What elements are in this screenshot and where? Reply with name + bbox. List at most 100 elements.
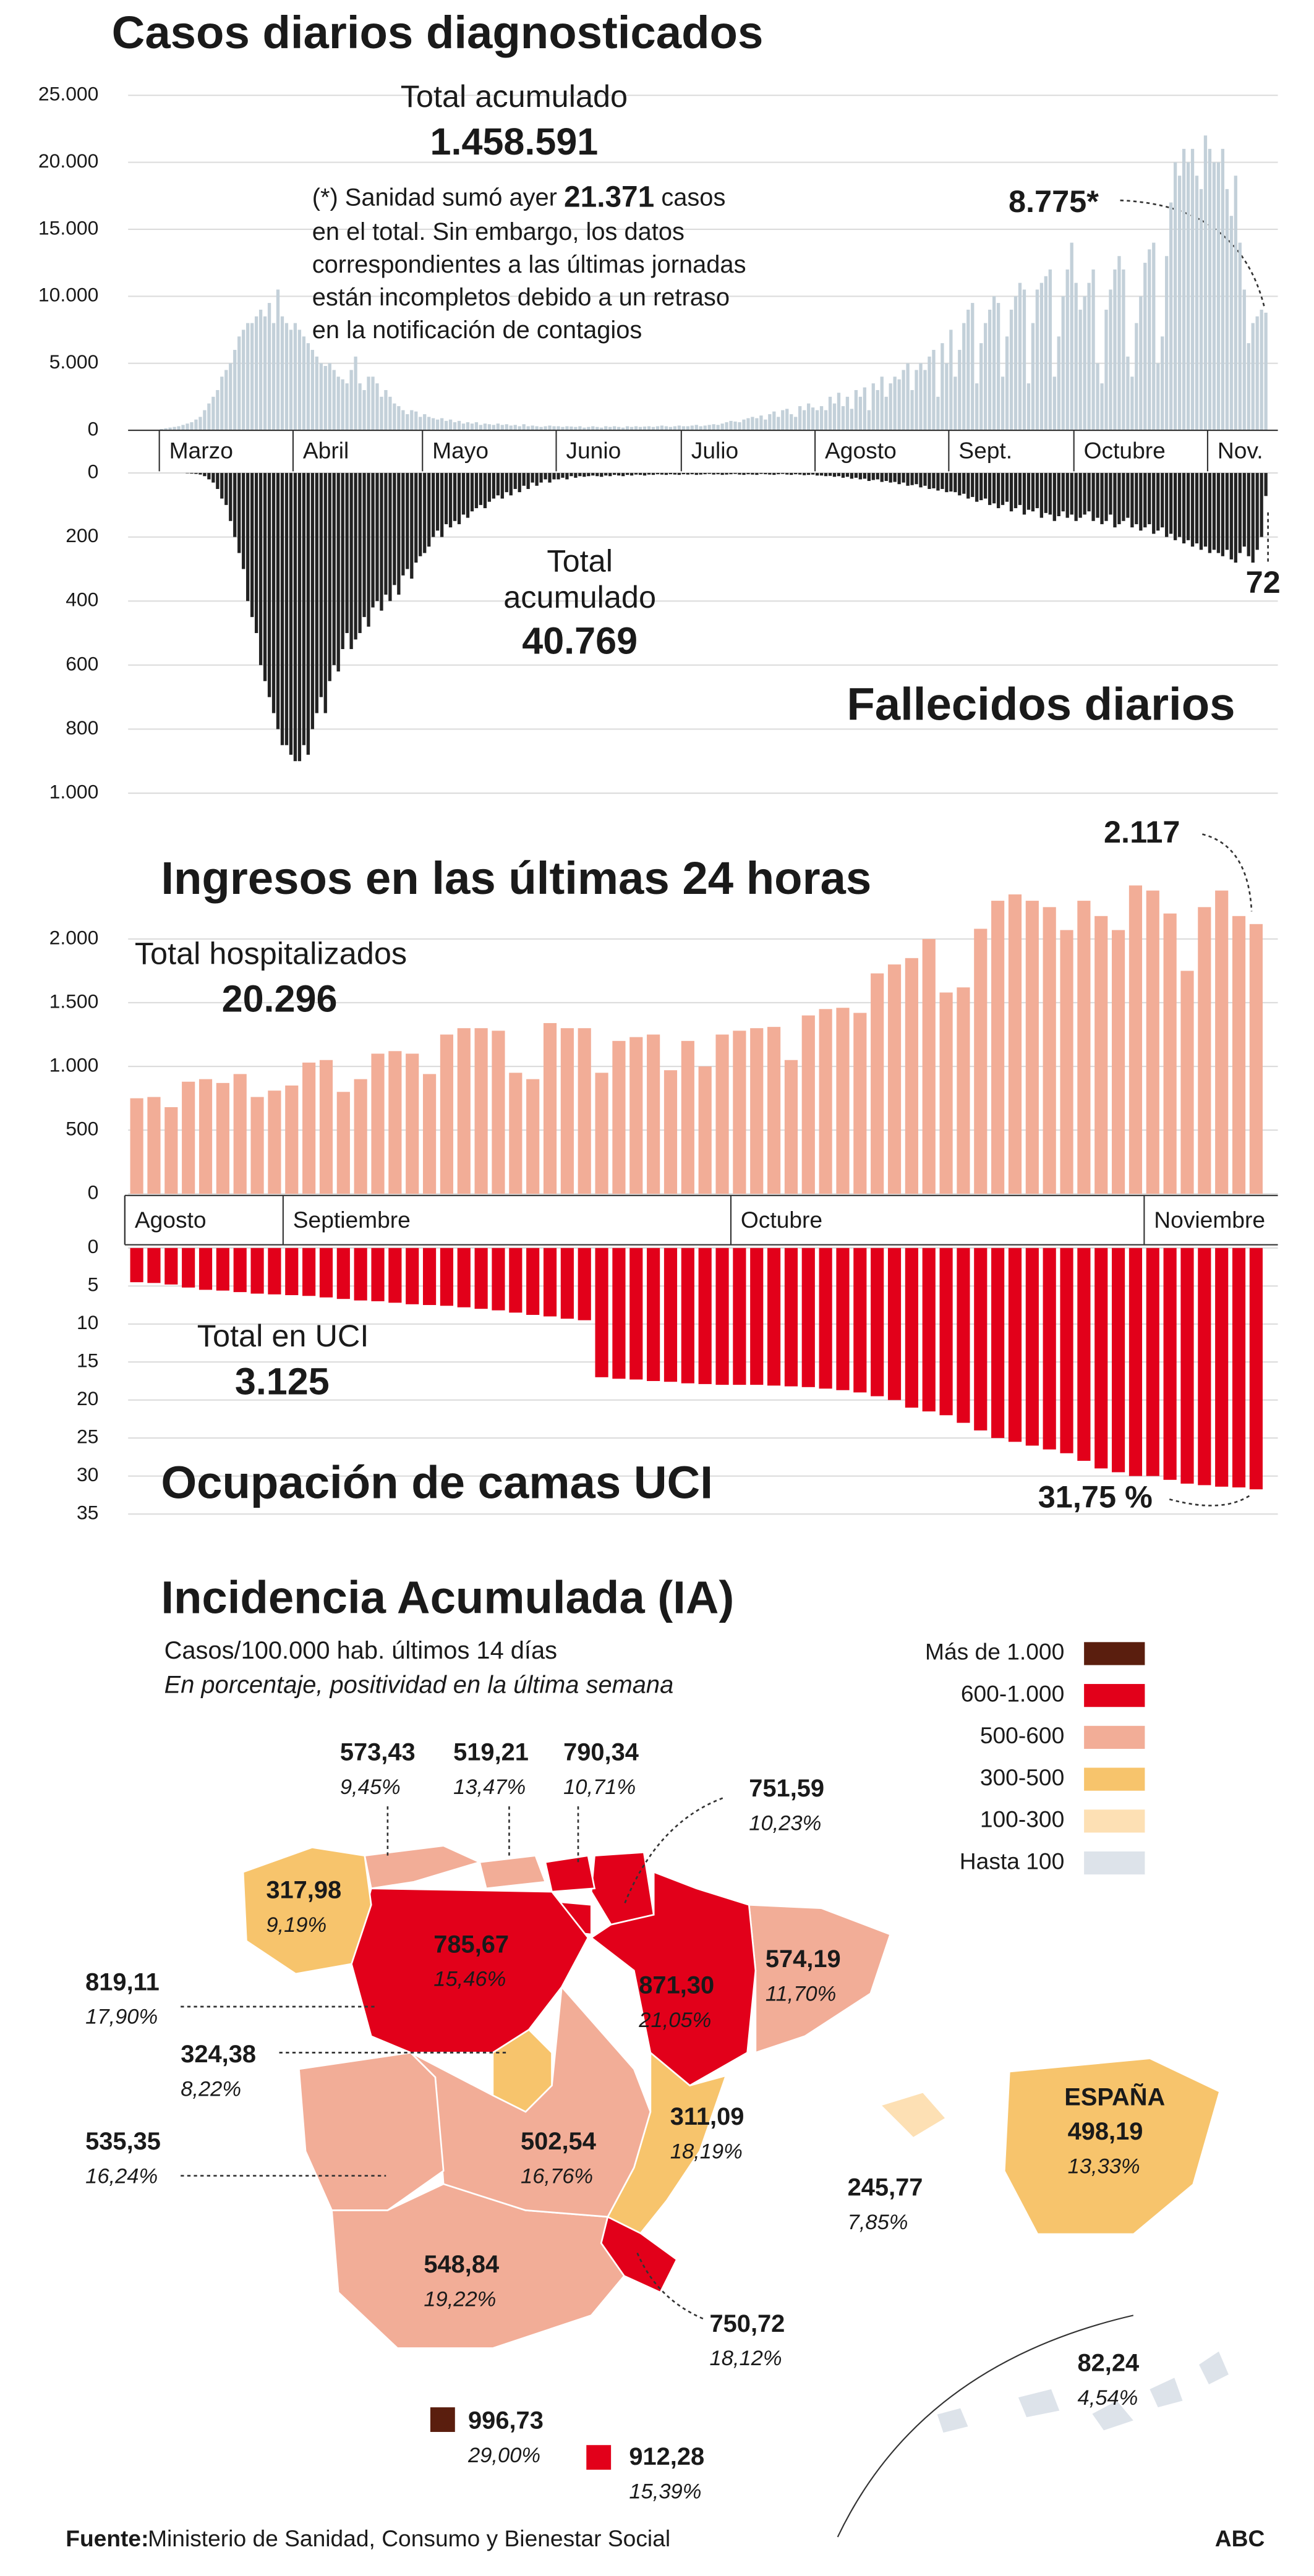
bar — [915, 473, 918, 485]
bar — [939, 992, 953, 1194]
bar — [388, 1051, 402, 1194]
bar — [889, 473, 892, 483]
bar — [1070, 242, 1073, 431]
bar — [1135, 323, 1138, 431]
y-tick-label: 25.000 — [38, 83, 98, 105]
bar — [638, 427, 642, 431]
bar — [198, 1248, 213, 1290]
bar — [448, 419, 453, 431]
bar — [423, 414, 427, 431]
bar — [349, 370, 353, 431]
bar — [794, 417, 798, 431]
bar — [1208, 473, 1212, 553]
bar — [1113, 473, 1117, 528]
region-shape — [331, 2183, 626, 2349]
bar — [663, 1248, 678, 1382]
bar — [906, 363, 910, 431]
bar — [492, 473, 495, 499]
bar — [354, 1079, 367, 1194]
bar — [242, 473, 245, 569]
last-label: 2.117 — [1104, 814, 1180, 849]
bar — [570, 426, 573, 431]
bar — [720, 473, 724, 475]
bar — [1009, 309, 1013, 431]
y-tick-label: 400 — [66, 589, 98, 611]
bar — [220, 376, 224, 431]
bar — [922, 938, 936, 1194]
bar — [548, 473, 552, 483]
bar — [302, 336, 306, 431]
bar — [367, 473, 370, 627]
bar — [686, 426, 689, 431]
bar — [1091, 269, 1095, 431]
bar — [945, 473, 949, 493]
bar — [578, 473, 582, 477]
bar — [1148, 249, 1151, 431]
bar — [388, 473, 392, 601]
bar — [867, 473, 871, 482]
bar — [664, 426, 668, 431]
bar — [358, 383, 362, 431]
bar — [992, 473, 996, 504]
bar — [492, 425, 495, 431]
bar — [928, 356, 931, 431]
bar — [258, 473, 263, 665]
bar — [647, 426, 651, 431]
region-shape — [1092, 2400, 1133, 2431]
bar — [690, 425, 694, 431]
bar — [625, 473, 629, 475]
map-subtitle: Casos/100.000 hab. últimos 14 días — [164, 1637, 557, 1664]
region-shape — [544, 1855, 596, 1893]
bar — [1126, 356, 1130, 431]
bar — [526, 1079, 540, 1194]
bar — [557, 473, 560, 480]
bar — [487, 424, 492, 431]
bar — [634, 473, 638, 475]
bar — [349, 473, 353, 649]
bar — [715, 1034, 729, 1194]
bar — [617, 473, 621, 476]
bar — [1255, 316, 1259, 431]
bar — [651, 473, 655, 475]
bar — [164, 1248, 178, 1285]
bar — [1039, 283, 1044, 431]
bar — [949, 329, 953, 431]
bar — [1077, 1248, 1091, 1461]
region-positivity: 16,76% — [521, 2164, 593, 2188]
region-shape — [1199, 2351, 1229, 2384]
x-tick-label: Noviembre — [1154, 1207, 1265, 1233]
bar — [677, 473, 681, 475]
bar — [410, 473, 414, 579]
bar — [867, 410, 871, 431]
bar — [729, 420, 733, 431]
bar — [790, 414, 793, 431]
bar — [906, 473, 910, 486]
bar — [1025, 901, 1039, 1194]
bar — [1013, 296, 1018, 431]
bar — [668, 427, 673, 431]
bar — [910, 473, 914, 485]
bar — [715, 1248, 729, 1385]
bar — [759, 473, 763, 474]
bar — [440, 1248, 454, 1306]
bar — [487, 473, 492, 502]
bar — [289, 473, 293, 755]
bar — [198, 473, 202, 475]
bar — [1022, 289, 1026, 431]
bar — [362, 389, 366, 431]
bar — [720, 423, 724, 431]
bar — [1025, 1248, 1039, 1446]
bar — [453, 422, 457, 431]
y-tick-label: 5 — [88, 1273, 99, 1296]
bar — [979, 343, 983, 431]
bar — [393, 403, 396, 431]
region-positivity: 15,46% — [433, 1968, 506, 1991]
bar — [768, 473, 772, 475]
bar — [216, 473, 220, 489]
x-tick-label: Marzo — [169, 438, 233, 464]
bar — [371, 376, 375, 431]
bar — [1139, 473, 1143, 531]
bar — [474, 1028, 488, 1194]
y-tick-label: 10 — [77, 1311, 98, 1333]
bar — [798, 406, 802, 431]
